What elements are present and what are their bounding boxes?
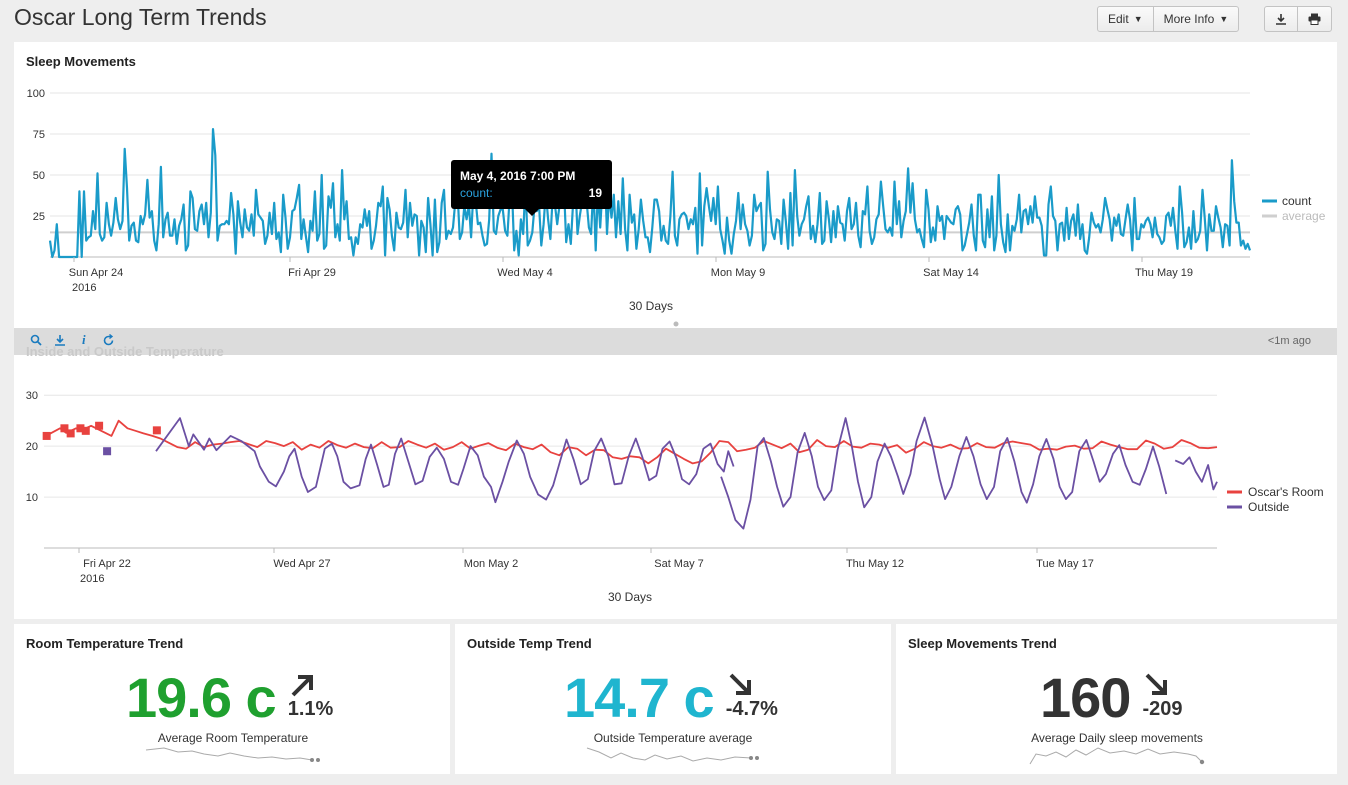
kpi-title: Room Temperature Trend	[26, 636, 184, 651]
sleep-movements-panel: Sleep Movements	[14, 42, 1337, 328]
kpi-delta: 1.1%	[287, 666, 334, 720]
print-button[interactable]	[1298, 7, 1331, 31]
kpi-delta: -209	[1142, 666, 1182, 720]
arrow-down-right-icon	[1146, 673, 1168, 695]
x-tick-sublabel: 2016	[80, 573, 104, 585]
x-tick-label: Wed May 4	[497, 267, 552, 279]
kpi-delta-value: -4.7%	[725, 698, 778, 720]
series-line-outside	[155, 417, 735, 504]
x-tick-label: Tue May 17	[1036, 558, 1094, 570]
data-point-oscars-room	[81, 426, 90, 435]
more-info-button-label: More Info	[1163, 12, 1215, 26]
x-tick-label: Wed Apr 27	[273, 558, 330, 570]
panel-title: Sleep Movements	[26, 54, 136, 69]
page-title: Oscar Long Term Trends	[14, 4, 267, 30]
data-point-oscars-room	[152, 426, 161, 435]
data-point-oscars-room	[60, 424, 69, 433]
x-tick-label: Mon May 9	[711, 267, 765, 279]
legend-label: count	[1282, 194, 1312, 208]
room-temperature-sparkline	[145, 747, 320, 762]
kpi-value: 160	[1040, 666, 1131, 729]
kpi-caption: Average Room Temperature	[157, 731, 309, 745]
legend-label: average	[1282, 209, 1326, 223]
x-tick-label: Thu May 12	[846, 558, 904, 570]
kpi-delta-value: 1.1%	[287, 698, 334, 720]
x-tick-label: Sat May 7	[654, 558, 704, 570]
dashboard-actions: Edit ▼ More Info ▼	[1097, 6, 1240, 32]
temperature-chart[interactable]: 10 20 30 Fri Apr 22 2016 Wed Apr 27 Mon May 2 S…	[0, 0, 1348, 620]
y-tick-label: 50	[33, 170, 45, 182]
kpi-title: Outside Temp Trend	[467, 636, 592, 651]
series-line-oscars-room	[45, 419, 1218, 465]
kpi-value: 14.7 c	[564, 666, 715, 729]
export-button[interactable]	[1265, 7, 1298, 31]
kpi-value-group: 14.7 c -4.7%	[564, 666, 778, 730]
x-axis-title: 30 Days	[608, 590, 652, 604]
edit-button[interactable]: Edit ▼	[1098, 7, 1154, 31]
info-icon[interactable]: i	[82, 332, 86, 347]
room-temperature-kpi: Room Temperature Trend	[14, 624, 450, 774]
y-tick-label: 30	[26, 390, 38, 402]
x-tick-sublabel: 2016	[72, 282, 96, 294]
legend-label: Oscar's Room	[1248, 485, 1324, 499]
outside-temperature-kpi: Outside Temp Trend	[455, 624, 891, 774]
kpi-value-group: 160 -209	[1040, 666, 1182, 730]
sleep-movements-chart[interactable]: 25 50 75 100 Sun Apr 24 2016 Fri Apr 29 Wed May…	[0, 0, 1348, 330]
series-line-outside	[1174, 456, 1218, 491]
x-tick-label: Sun Apr 24	[69, 267, 123, 279]
kpi-caption: Outside Temperature average	[593, 731, 753, 745]
tooltip-heading: May 4, 2016 7:00 PM	[460, 169, 576, 183]
arrow-down-right-icon	[729, 673, 751, 695]
sleep-movements-kpi: Sleep Movements Trend	[896, 624, 1337, 774]
temperature-panel	[14, 328, 1337, 619]
export-actions	[1264, 6, 1332, 32]
series-line-outside	[720, 416, 1168, 530]
x-tick-label: Fri Apr 22	[83, 558, 131, 570]
y-tick-label: 20	[26, 441, 38, 453]
kpi-caption: Average Daily sleep movements	[1031, 731, 1203, 745]
x-tick-label: Fri Apr 29	[288, 267, 336, 279]
x-tick-label: Mon May 2	[464, 558, 518, 570]
print-icon	[1308, 13, 1321, 25]
chevron-down-icon: ▼	[1133, 14, 1143, 24]
chart-tooltip: May 4, 2016 7:00 PM count: 19	[451, 160, 612, 216]
tooltip-value: 19	[588, 186, 602, 200]
edit-button-label: Edit	[1108, 12, 1129, 26]
search-icon[interactable]	[30, 334, 42, 349]
kpi-delta: -4.7%	[726, 666, 778, 720]
y-tick-label: 100	[27, 88, 45, 100]
legend-label: Outside	[1248, 500, 1290, 514]
dashboard-header: Oscar Long Term Trends Edit ▼ More Info ▼	[0, 0, 1348, 40]
kpi-value: 19.6 c	[126, 666, 277, 729]
outside-temperature-sparkline	[586, 747, 759, 762]
more-info-button[interactable]: More Info ▼	[1154, 7, 1239, 31]
series-line-count	[48, 128, 1252, 259]
x-tick-label: Thu May 19	[1135, 267, 1193, 279]
data-point-oscars-room	[76, 424, 85, 433]
arrow-up-right-icon	[291, 675, 313, 697]
kpi-value-group: 19.6 c 1.1%	[126, 666, 333, 730]
resize-handle	[673, 321, 679, 327]
refresh-icon[interactable]	[102, 333, 115, 350]
data-point-oscars-room	[42, 431, 51, 440]
last-updated: <1m ago	[1267, 335, 1311, 347]
chevron-down-icon: ▼	[1219, 14, 1229, 24]
y-tick-label: 25	[33, 211, 45, 223]
y-tick-label: 10	[26, 492, 38, 504]
x-axis-title: 30 Days	[629, 299, 673, 313]
download-icon[interactable]	[54, 334, 66, 349]
tooltip-label: count:	[460, 186, 493, 200]
data-point-oscars-room	[95, 421, 104, 430]
panel-title: Inside and Outside Temperature	[26, 344, 224, 359]
data-point-outside	[103, 447, 112, 456]
x-tick-label: Sat May 14	[923, 267, 979, 279]
kpi-title: Sleep Movements Trend	[908, 636, 1057, 651]
sleep-movements-sparkline	[1029, 747, 1205, 765]
y-tick-label: 75	[33, 129, 45, 141]
data-point-oscars-room	[66, 429, 75, 438]
panel-toolbar: i <1m ago	[14, 328, 1337, 355]
download-icon	[1276, 14, 1286, 25]
kpi-delta-value: -209	[1142, 698, 1183, 720]
